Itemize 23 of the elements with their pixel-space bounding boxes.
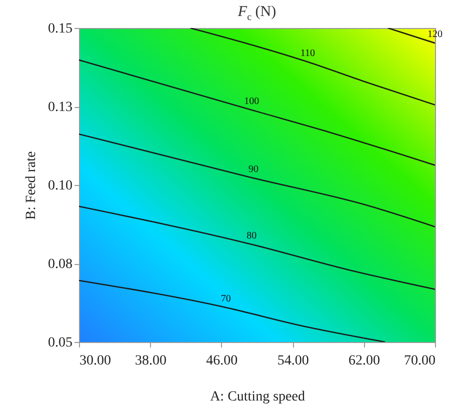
line-series bbox=[79, 59, 435, 166]
chart-title: F$_{c}$ (N) bbox=[236, 4, 278, 23]
line-series bbox=[79, 280, 386, 342]
x-axis-title: A: Cutting speed bbox=[210, 390, 305, 404]
y-tick-label: 0.08 bbox=[48, 257, 72, 272]
x-tick-label: 54.00 bbox=[277, 354, 309, 368]
x-tick-label: 62.00 bbox=[348, 354, 380, 368]
series-label: 70 bbox=[220, 293, 231, 304]
y-tick-label: 0.10 bbox=[48, 178, 72, 194]
y-axis-title: B: Feed rate bbox=[24, 151, 39, 220]
x-tick-label: 30.00 bbox=[80, 354, 111, 368]
y-tick-label: 0.05 bbox=[48, 336, 72, 350]
x-tick-label: 70.00 bbox=[404, 354, 436, 368]
y-tick-label: 0.13 bbox=[48, 100, 72, 115]
y-tick-label: 0.15 bbox=[48, 22, 72, 36]
series-label: 90 bbox=[248, 164, 258, 176]
x-tick-label: 38.00 bbox=[134, 354, 166, 368]
line-series bbox=[79, 133, 435, 228]
line-series bbox=[79, 206, 435, 290]
series-label: 110 bbox=[300, 48, 316, 59]
x-tick-label: 46.00 bbox=[206, 354, 238, 368]
series-label: 100 bbox=[244, 96, 260, 107]
series-label: 80 bbox=[246, 230, 257, 242]
